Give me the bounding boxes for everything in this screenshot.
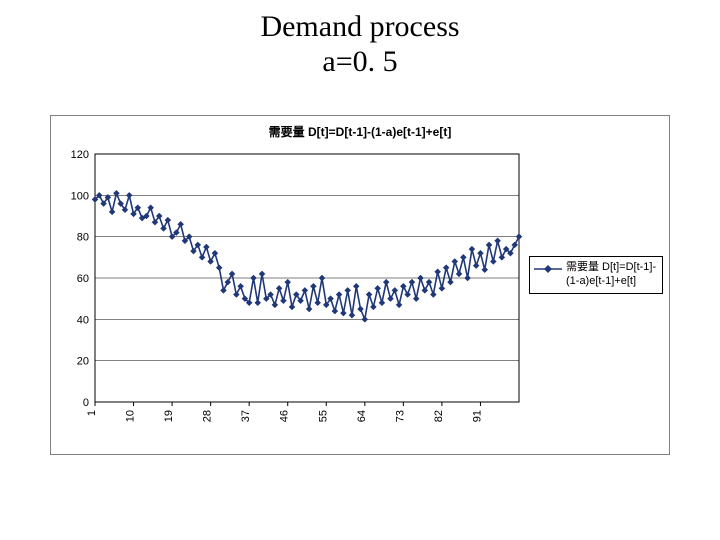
svg-text:120: 120 xyxy=(71,149,89,161)
svg-text:64: 64 xyxy=(356,410,368,422)
svg-text:需要量 D[t]=D[t-1]-(1-a)e[t-1]+e[: 需要量 D[t]=D[t-1]-(1-a)e[t-1]+e[t] xyxy=(269,124,452,139)
svg-text:1: 1 xyxy=(86,410,98,416)
svg-text:37: 37 xyxy=(240,410,252,422)
svg-text:28: 28 xyxy=(202,410,214,422)
svg-text:80: 80 xyxy=(77,232,89,244)
svg-text:100: 100 xyxy=(71,190,89,202)
svg-text:82: 82 xyxy=(433,410,445,422)
page: { "title": { "line1": "Demand process", … xyxy=(0,0,720,540)
svg-text:40: 40 xyxy=(77,314,89,326)
page-title: Demand process a=0. 5 xyxy=(0,10,720,79)
svg-text:91: 91 xyxy=(471,410,483,422)
svg-text:19: 19 xyxy=(163,410,175,422)
svg-text:46: 46 xyxy=(279,410,291,422)
svg-text:20: 20 xyxy=(77,356,89,368)
svg-text:73: 73 xyxy=(394,410,406,422)
legend-label: 需要量 D[t]=D[t-1]- (1-a)e[t-1]+e[t] xyxy=(566,261,656,289)
legend-swatch xyxy=(534,263,562,275)
legend-item: 需要量 D[t]=D[t-1]- (1-a)e[t-1]+e[t] xyxy=(534,261,656,289)
svg-text:60: 60 xyxy=(77,273,89,285)
svg-text:55: 55 xyxy=(317,410,329,422)
title-line-2: a=0. 5 xyxy=(0,45,720,80)
title-line-1: Demand process xyxy=(0,10,720,45)
legend: 需要量 D[t]=D[t-1]- (1-a)e[t-1]+e[t] xyxy=(529,256,663,294)
svg-text:10: 10 xyxy=(125,410,137,422)
svg-text:0: 0 xyxy=(83,397,89,409)
chart-frame: 需要量 D[t]=D[t-1]-(1-a)e[t-1]+e[t] 0 20 40 60 8… xyxy=(50,115,670,455)
